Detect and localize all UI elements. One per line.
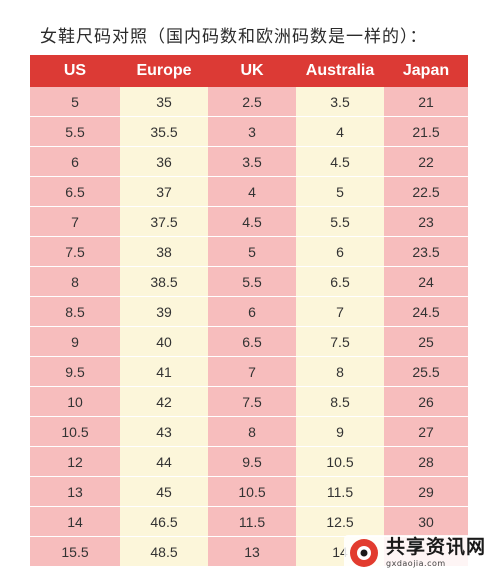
watermark-name: 共享资讯网 <box>386 536 487 558</box>
cell-uk: 9.5 <box>208 447 296 477</box>
cell-australia: 8 <box>296 357 384 387</box>
cell-australia: 7.5 <box>296 327 384 357</box>
cell-europe: 40 <box>120 327 208 357</box>
cell-uk: 4.5 <box>208 207 296 237</box>
cell-europe: 46.5 <box>120 507 208 537</box>
watermark: 共享资讯网 gxdaojia.com <box>344 535 493 571</box>
cell-europe: 38 <box>120 237 208 267</box>
cell-australia: 6.5 <box>296 267 384 297</box>
header-europe: Europe <box>120 55 208 87</box>
header-us: US <box>30 55 120 87</box>
cell-us: 15.5 <box>30 537 120 567</box>
cell-us: 5.5 <box>30 117 120 147</box>
cell-japan: 21.5 <box>384 117 468 147</box>
cell-us: 7 <box>30 207 120 237</box>
cell-us: 8 <box>30 267 120 297</box>
cell-japan: 30 <box>384 507 468 537</box>
cell-australia: 6 <box>296 237 384 267</box>
cell-europe: 35 <box>120 87 208 117</box>
cell-japan: 22 <box>384 147 468 177</box>
cell-us: 6.5 <box>30 177 120 207</box>
cell-europe: 39 <box>120 297 208 327</box>
cell-europe: 38.5 <box>120 267 208 297</box>
cell-uk: 5.5 <box>208 267 296 297</box>
cell-uk: 5 <box>208 237 296 267</box>
cell-europe: 41 <box>120 357 208 387</box>
cell-uk: 13 <box>208 537 296 567</box>
cell-japan: 28 <box>384 447 468 477</box>
cell-japan: 23.5 <box>384 237 468 267</box>
cell-japan: 22.5 <box>384 177 468 207</box>
cell-australia: 7 <box>296 297 384 327</box>
cell-us: 6 <box>30 147 120 177</box>
cell-australia: 4 <box>296 117 384 147</box>
cell-uk: 6.5 <box>208 327 296 357</box>
cell-australia: 3.5 <box>296 87 384 117</box>
watermark-url: gxdaojia.com <box>386 559 446 568</box>
cell-japan: 29 <box>384 477 468 507</box>
cell-us: 13 <box>30 477 120 507</box>
size-chart-table: US Europe UK Australia Japan 5 35 2.5 3.5 21 5.5 35… <box>30 55 468 567</box>
cell-uk: 8 <box>208 417 296 447</box>
header-uk: UK <box>208 55 296 87</box>
cell-europe: 48.5 <box>120 537 208 567</box>
header-australia: Australia <box>296 55 384 87</box>
cell-australia: 8.5 <box>296 387 384 417</box>
watermark-logo-icon <box>350 539 378 567</box>
cell-australia: 10.5 <box>296 447 384 477</box>
cell-japan: 21 <box>384 87 468 117</box>
cell-japan: 26 <box>384 387 468 417</box>
cell-us: 14 <box>30 507 120 537</box>
cell-uk: 10.5 <box>208 477 296 507</box>
cell-uk: 7 <box>208 357 296 387</box>
cell-europe: 37.5 <box>120 207 208 237</box>
cell-europe: 35.5 <box>120 117 208 147</box>
page-title: 女鞋尺码对照（国内码数和欧洲码数是一样的）： <box>40 27 428 47</box>
cell-uk: 3 <box>208 117 296 147</box>
cell-japan: 27 <box>384 417 468 447</box>
cell-us: 10 <box>30 387 120 417</box>
cell-europe: 44 <box>120 447 208 477</box>
cell-europe: 37 <box>120 177 208 207</box>
cell-japan: 24 <box>384 267 468 297</box>
cell-europe: 45 <box>120 477 208 507</box>
cell-australia: 4.5 <box>296 147 384 177</box>
cell-australia: 11.5 <box>296 477 384 507</box>
cell-australia: 5 <box>296 177 384 207</box>
cell-japan: 25 <box>384 327 468 357</box>
cell-japan: 25.5 <box>384 357 468 387</box>
cell-us: 9.5 <box>30 357 120 387</box>
cell-uk: 7.5 <box>208 387 296 417</box>
cell-us: 10.5 <box>30 417 120 447</box>
cell-us: 9 <box>30 327 120 357</box>
cell-us: 5 <box>30 87 120 117</box>
cell-australia: 12.5 <box>296 507 384 537</box>
cell-australia: 5.5 <box>296 207 384 237</box>
cell-uk: 3.5 <box>208 147 296 177</box>
cell-uk: 6 <box>208 297 296 327</box>
cell-europe: 43 <box>120 417 208 447</box>
cell-us: 7.5 <box>30 237 120 267</box>
cell-europe: 42 <box>120 387 208 417</box>
cell-japan: 24.5 <box>384 297 468 327</box>
cell-japan: 23 <box>384 207 468 237</box>
cell-us: 12 <box>30 447 120 477</box>
cell-australia: 9 <box>296 417 384 447</box>
cell-uk: 4 <box>208 177 296 207</box>
cell-us: 8.5 <box>30 297 120 327</box>
cell-uk: 2.5 <box>208 87 296 117</box>
header-japan: Japan <box>384 55 468 87</box>
cell-uk: 11.5 <box>208 507 296 537</box>
cell-europe: 36 <box>120 147 208 177</box>
